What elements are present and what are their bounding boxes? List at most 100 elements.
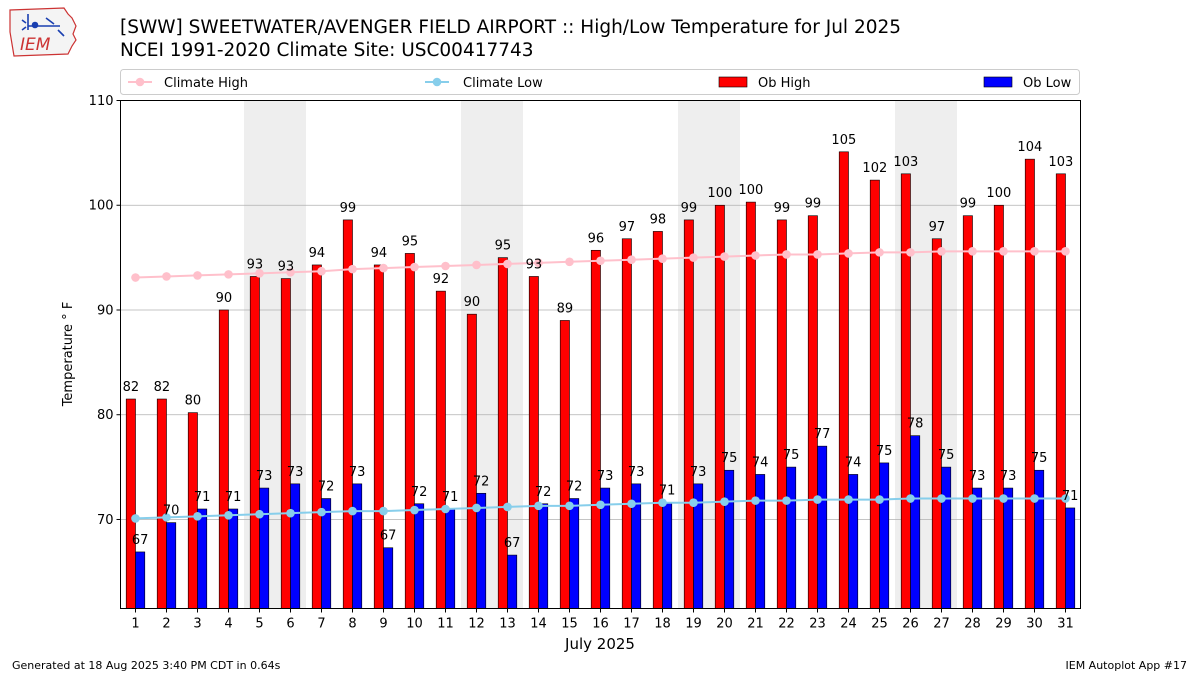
ob-low-bar (507, 554, 518, 609)
ob-low-bar (724, 469, 735, 609)
ob-high-label: 93 (278, 260, 295, 275)
generated-timestamp: Generated at 18 Aug 2025 3:40 PM CDT in … (12, 659, 281, 672)
ob-low-bar (910, 435, 921, 609)
ob-high-bar (435, 290, 446, 609)
climate-high-point (224, 270, 233, 279)
climate-low-point (224, 510, 233, 520)
ob-low-label: 67 (504, 536, 521, 551)
ob-high-label: 105 (831, 133, 856, 148)
legend-ob-low-label: Ob Low (1023, 76, 1072, 91)
x-tick-label: 27 (933, 617, 950, 632)
x-tick-label: 30 (1026, 617, 1043, 632)
ob-low-label: 74 (752, 455, 769, 470)
ob-low-bar (662, 502, 673, 609)
ob-low-label: 71 (1062, 489, 1079, 504)
climate-high-point (751, 251, 760, 260)
ob-high-bar (869, 179, 880, 609)
ob-low-bar (135, 551, 146, 609)
ob-low-label: 72 (318, 480, 335, 495)
ob-high-label: 95 (402, 234, 419, 249)
y-tick-label: 70 (97, 513, 114, 528)
climate-high-point (441, 261, 450, 271)
ob-high-label: 97 (619, 220, 636, 235)
ob-high-label: 96 (588, 231, 605, 246)
ob-high-bar (807, 215, 818, 609)
ob-high-label: 99 (340, 201, 357, 216)
ob-low-label: 71 (442, 490, 459, 505)
y-tick-label: 110 (89, 94, 114, 109)
climate-high-point (906, 248, 915, 257)
ob-low-bar (817, 445, 828, 609)
x-tick-label: 22 (778, 617, 795, 632)
ob-low-label: 75 (1031, 451, 1048, 466)
climate-high-point (689, 253, 698, 262)
climate-high-point (720, 252, 729, 261)
climate-high-point (410, 262, 419, 272)
ob-high-bar (590, 249, 601, 609)
ob-high-label: 103 (1048, 155, 1073, 170)
ob-high-label: 92 (433, 272, 450, 287)
ob-high-label: 95 (495, 239, 512, 254)
climate-low-point (131, 514, 140, 523)
climate-low-point (286, 508, 295, 518)
climate-low-point (317, 507, 326, 517)
ob-high-label: 99 (681, 201, 698, 216)
x-tick-label: 2 (162, 617, 170, 632)
ob-high-bar (1055, 173, 1066, 609)
x-tick-label: 29 (995, 617, 1012, 632)
x-tick-label: 8 (348, 617, 356, 632)
x-tick-label: 20 (716, 617, 733, 632)
ob-high-bar (1024, 158, 1035, 609)
climate-high-point (131, 273, 140, 282)
ob-high-bar (404, 253, 415, 609)
climate-high-point (348, 264, 357, 274)
ob-low-label: 73 (969, 469, 986, 484)
climate-low-point (348, 506, 357, 516)
climate-low-point (875, 495, 884, 504)
climate-low-point (782, 496, 791, 505)
ob-high-label: 99 (960, 197, 977, 212)
ob-high-label: 99 (805, 197, 822, 212)
x-tick-label: 3 (193, 617, 201, 632)
climate-high-point (658, 254, 667, 263)
climate-low-point (410, 505, 419, 515)
climate-high-point (1061, 247, 1070, 256)
ob-low-label: 73 (349, 465, 366, 480)
ob-low-bar (786, 466, 797, 609)
legend-climate-high-marker (135, 77, 145, 87)
ob-low-bar (197, 508, 208, 609)
climate-high-point (286, 267, 295, 277)
climate-high-point (627, 255, 636, 265)
climate-low-point (193, 512, 202, 521)
y-axis-label: Temperature ° F (61, 302, 76, 408)
ob-low-bar (166, 522, 177, 609)
ob-high-label: 99 (774, 201, 791, 216)
legend-ob-low-swatch (983, 76, 1013, 88)
climate-high-point (565, 257, 574, 267)
app-credit: IEM Autoplot App #17 (1065, 659, 1188, 672)
bars (125, 151, 1076, 609)
x-tick-label: 9 (379, 617, 387, 632)
ob-high-bar (714, 204, 725, 609)
ob-low-label: 71 (194, 490, 211, 505)
ob-high-bar (993, 204, 1004, 609)
climate-low-point (596, 500, 605, 510)
ob-low-bar (538, 503, 549, 609)
legend: Climate High Climate Low Ob High Ob Low (120, 69, 1080, 95)
x-tick-label: 23 (809, 617, 826, 632)
legend-ob-high-swatch (718, 76, 748, 88)
ob-low-bar (1003, 487, 1014, 609)
ob-high-label: 89 (557, 301, 574, 316)
legend-ob-high-label: Ob High (758, 76, 811, 91)
climate-high-point (472, 260, 481, 270)
ob-low-bar (383, 547, 394, 609)
climate-high-point (813, 250, 822, 259)
ob-high-bar (776, 219, 787, 609)
climate-high-point (937, 247, 946, 256)
ob-low-bar (352, 483, 363, 609)
x-tick-label: 10 (406, 617, 423, 632)
ob-high-label: 82 (154, 380, 171, 395)
ob-low-label: 73 (287, 465, 304, 480)
x-tick-label: 1 (131, 617, 139, 632)
y-tick-label: 80 (97, 408, 114, 423)
